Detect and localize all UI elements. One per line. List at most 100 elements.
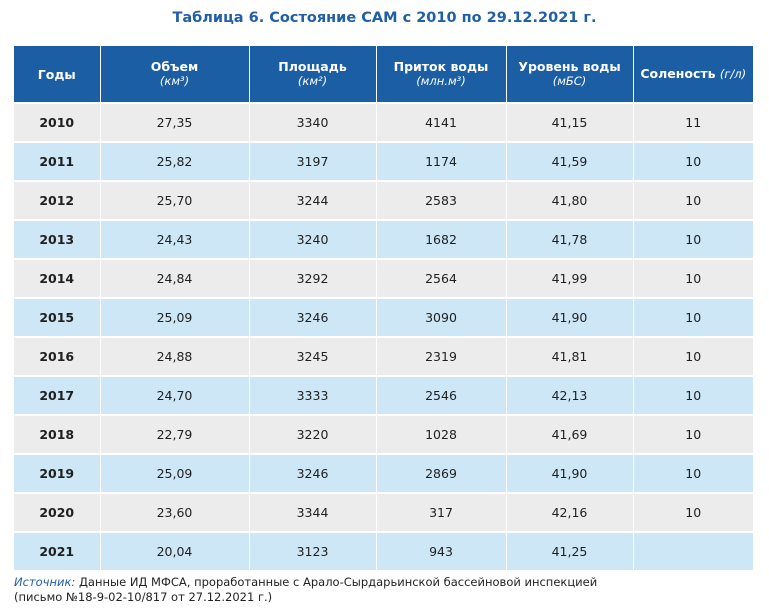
table-cell: 23,60 [99, 492, 249, 532]
table-cell [632, 531, 753, 570]
table-row: 2011 25,82 3197 1174 41,59 10 [14, 141, 753, 181]
table-cell: 3292 [248, 258, 376, 298]
table-cell: 41,80 [505, 180, 633, 220]
table-cell: 3240 [248, 219, 376, 259]
table-cell: 41,69 [505, 414, 633, 454]
column-header-salinity: Соленость (г/л) [632, 46, 753, 103]
table-cell: 10 [632, 258, 753, 298]
table-cell: 41,81 [505, 336, 633, 376]
source-note: Источник: Данные ИД МФСА, проработанные … [14, 575, 754, 605]
table-cell: 24,70 [99, 375, 249, 415]
table-row: 2013 24,43 3240 1682 41,78 10 [14, 219, 753, 259]
table-cell: 3090 [375, 297, 506, 337]
table-cell: 2546 [375, 375, 506, 415]
table-cell: 10 [632, 453, 753, 493]
column-label: Соленость [640, 66, 716, 81]
table-cell: 24,43 [99, 219, 249, 259]
table-cell: 10 [632, 336, 753, 376]
table-cell: 41,59 [505, 141, 633, 181]
table-cell: 10 [632, 414, 753, 454]
column-unit: (млн.м³) [416, 74, 466, 88]
table-cell: 10 [632, 297, 753, 337]
table-cell: 20,04 [99, 531, 249, 570]
table-cell: 10 [632, 180, 753, 220]
column-label: Объем [150, 59, 199, 74]
table-row: 2017 24,70 3333 2546 42,13 10 [14, 375, 753, 415]
table-cell: 10 [632, 375, 753, 415]
table-cell: 2011 [14, 141, 100, 181]
table-cell: 41,90 [505, 453, 633, 493]
table-cell: 2017 [14, 375, 100, 415]
table-cell: 2020 [14, 492, 100, 532]
column-header-water-level: Уровень воды (мБС) [505, 46, 633, 103]
table-cell: 2014 [14, 258, 100, 298]
source-lead: Источник: [14, 575, 76, 589]
table-cell: 943 [375, 531, 506, 570]
column-unit: (г/л) [719, 67, 747, 81]
table-cell: 4141 [375, 102, 506, 142]
table-header-row: Годы Объем (км³) Площадь (км²) Приток во… [14, 46, 753, 103]
table-cell: 42,13 [505, 375, 633, 415]
column-unit: (мБС) [552, 74, 587, 88]
column-header-inflow: Приток воды (млн.м³) [375, 46, 506, 103]
table-cell: 1682 [375, 219, 506, 259]
table-cell: 3220 [248, 414, 376, 454]
table-cell: 10 [632, 141, 753, 181]
table-cell: 3244 [248, 180, 376, 220]
table-cell: 2016 [14, 336, 100, 376]
column-unit: (км²) [297, 74, 328, 88]
column-label: Годы [37, 66, 76, 82]
table-row: 2016 24,88 3245 2319 41,81 10 [14, 336, 753, 376]
data-table: Годы Объем (км³) Площадь (км²) Приток во… [14, 46, 753, 570]
column-unit: (км³) [159, 74, 190, 88]
table-cell: 25,82 [99, 141, 249, 181]
table-cell: 2013 [14, 219, 100, 259]
table-cell: 2019 [14, 453, 100, 493]
table-cell: 25,09 [99, 453, 249, 493]
table-row: 2019 25,09 3246 2869 41,90 10 [14, 453, 753, 493]
table-cell: 10 [632, 492, 753, 532]
table-cell: 1028 [375, 414, 506, 454]
table-cell: 24,88 [99, 336, 249, 376]
table-cell: 41,25 [505, 531, 633, 570]
table-cell: 3197 [248, 141, 376, 181]
table-cell: 25,09 [99, 297, 249, 337]
column-label: Приток воды [393, 59, 489, 74]
column-label: Уровень воды [518, 59, 621, 74]
source-line-2: (письмо №18-9-02-10/817 от 27.12.2021 г.… [14, 590, 273, 604]
table-cell: 42,16 [505, 492, 633, 532]
table-cell: 27,35 [99, 102, 249, 142]
table-cell: 24,84 [99, 258, 249, 298]
column-header-year: Годы [14, 46, 100, 103]
table-cell: 3246 [248, 297, 376, 337]
table-row: 2012 25,70 3244 2583 41,80 10 [14, 180, 753, 220]
table-cell: 2021 [14, 531, 100, 570]
table-cell: 3333 [248, 375, 376, 415]
table-cell: 3246 [248, 453, 376, 493]
column-header-volume: Объем (км³) [99, 46, 249, 103]
table-cell: 317 [375, 492, 506, 532]
table-title: Таблица 6. Состояние САМ с 2010 по 29.12… [172, 10, 597, 26]
table-cell: 3344 [248, 492, 376, 532]
table-cell: 10 [632, 219, 753, 259]
column-header-area: Площадь (км²) [248, 46, 376, 103]
table-cell: 41,90 [505, 297, 633, 337]
table-cell: 3340 [248, 102, 376, 142]
table-cell: 41,99 [505, 258, 633, 298]
table-body: 2010 27,35 3340 4141 41,15 11 2011 25,82 3197 117… [14, 102, 753, 570]
table-cell: 2319 [375, 336, 506, 376]
table-cell: 1174 [375, 141, 506, 181]
table-cell: 3123 [248, 531, 376, 570]
table-row: 2010 27,35 3340 4141 41,15 11 [14, 102, 753, 142]
table-row: 2014 24,84 3292 2564 41,99 10 [14, 258, 753, 298]
table-cell: 41,15 [505, 102, 633, 142]
table-cell: 2015 [14, 297, 100, 337]
table-cell: 3245 [248, 336, 376, 376]
table-cell: 2010 [14, 102, 100, 142]
table-row: 2015 25,09 3246 3090 41,90 10 [14, 297, 753, 337]
table-cell: 2018 [14, 414, 100, 454]
source-line-1: Данные ИД МФСА, проработанные с Арало-Сы… [78, 575, 598, 589]
table-cell: 41,78 [505, 219, 633, 259]
table-row: 2021 20,04 3123 943 41,25 [14, 531, 753, 570]
column-label: Площадь [278, 59, 347, 74]
